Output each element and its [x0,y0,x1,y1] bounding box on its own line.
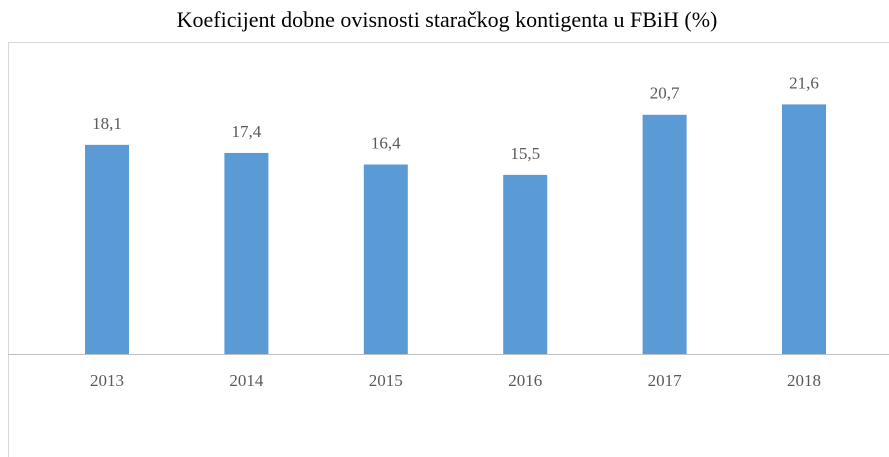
x-tick-label: 2016 [508,371,542,390]
data-label: 21,6 [789,73,819,92]
bar [642,114,687,354]
bar [782,104,826,355]
x-tick-label: 2017 [648,371,683,390]
data-label: 18,1 [92,114,122,133]
data-label: 17,4 [232,122,262,141]
x-tick-label: 2018 [787,371,821,390]
x-tick-label: 2014 [229,371,264,390]
data-label: 15,5 [510,144,540,163]
x-tick-label: 2013 [90,371,124,390]
bar [363,164,408,354]
data-label: 20,7 [650,84,680,103]
bar [503,174,548,354]
bar [224,152,269,354]
data-label: 16,4 [371,133,401,152]
x-tick-label: 2015 [369,371,403,390]
bar [85,144,129,354]
chart-title: Koeficijent dobne ovisnosti staračkog ko… [177,7,718,32]
